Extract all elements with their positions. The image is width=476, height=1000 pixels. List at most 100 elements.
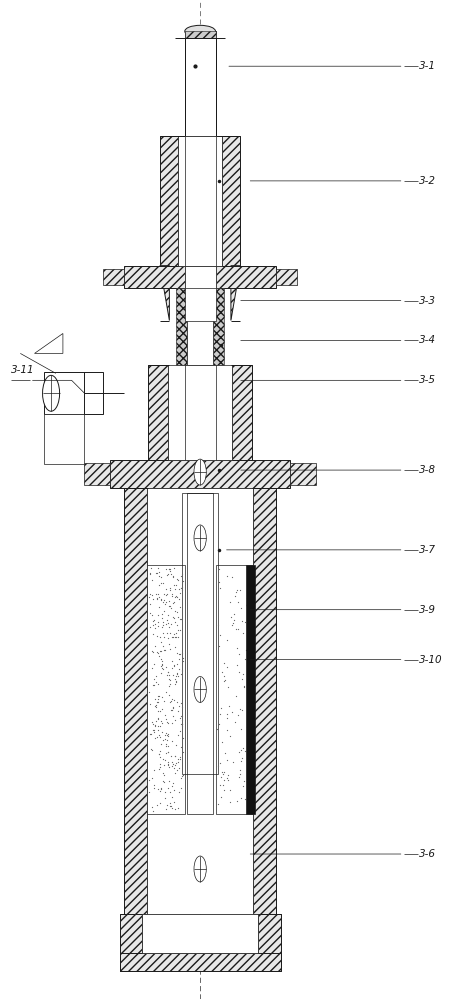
Point <box>217 755 224 771</box>
Point <box>228 704 236 720</box>
Bar <box>84 463 110 485</box>
Point <box>175 760 183 776</box>
Bar <box>44 372 103 414</box>
Point <box>233 657 240 673</box>
Point <box>178 716 186 732</box>
Point <box>172 755 179 771</box>
Point <box>228 569 236 585</box>
Point <box>168 789 176 805</box>
Point <box>149 617 157 633</box>
Point <box>236 646 243 662</box>
Point <box>242 642 249 658</box>
Point <box>246 583 254 599</box>
Point <box>179 573 187 589</box>
Point <box>230 606 238 622</box>
Point <box>153 729 161 745</box>
Point <box>157 736 164 752</box>
Point <box>168 588 176 604</box>
Point <box>223 710 230 726</box>
Point <box>175 581 182 597</box>
Point <box>178 662 186 678</box>
Bar <box>168 365 232 460</box>
Point <box>151 620 159 636</box>
Point <box>163 797 171 813</box>
Point <box>158 701 166 717</box>
Point <box>149 677 157 693</box>
Point <box>233 582 240 598</box>
Point <box>153 591 161 607</box>
Point <box>177 723 184 739</box>
Point <box>239 778 247 794</box>
Point <box>168 702 175 718</box>
Point <box>178 712 186 728</box>
Point <box>164 732 171 748</box>
Point <box>160 603 168 619</box>
Point <box>223 706 230 722</box>
Point <box>168 691 176 707</box>
Point <box>239 625 247 641</box>
Point <box>161 596 169 612</box>
Point <box>171 560 178 576</box>
Point <box>150 612 158 628</box>
Point <box>158 610 166 626</box>
Point <box>228 617 236 633</box>
Point <box>166 625 173 641</box>
Point <box>174 754 182 770</box>
Point <box>177 611 185 627</box>
Point <box>231 714 239 730</box>
Point <box>240 678 248 694</box>
Point <box>214 796 221 812</box>
Point <box>165 561 173 577</box>
Point <box>229 615 237 631</box>
Point <box>163 612 170 628</box>
Point <box>239 666 247 682</box>
Point <box>172 625 180 641</box>
Point <box>151 717 159 733</box>
Point <box>157 665 165 681</box>
Point <box>218 664 226 680</box>
Point <box>149 626 157 642</box>
Point <box>152 616 159 632</box>
Text: 3-1: 3-1 <box>419 61 436 71</box>
Bar <box>147 488 253 914</box>
Point <box>176 622 184 638</box>
Point <box>166 619 173 635</box>
Point <box>155 589 163 605</box>
Point <box>232 621 239 637</box>
Point <box>172 588 179 604</box>
Point <box>169 756 177 772</box>
Point <box>177 749 184 765</box>
Point <box>169 595 177 611</box>
Point <box>220 668 228 684</box>
Point <box>171 629 179 645</box>
Point <box>169 629 176 645</box>
Point <box>247 623 255 639</box>
Point <box>146 566 154 582</box>
Point <box>218 789 225 805</box>
Point <box>164 726 172 742</box>
Point <box>165 757 172 773</box>
Text: 3-6: 3-6 <box>419 849 436 859</box>
Point <box>175 622 182 638</box>
Point <box>166 798 173 814</box>
Point <box>179 650 187 666</box>
Bar <box>187 288 213 365</box>
Point <box>167 566 175 582</box>
Point <box>161 727 169 743</box>
Point <box>168 758 176 774</box>
Point <box>149 660 156 676</box>
Point <box>156 564 163 580</box>
Point <box>152 699 160 715</box>
Text: 3-11: 3-11 <box>11 365 34 375</box>
Point <box>164 566 172 582</box>
Point <box>159 614 167 630</box>
Point <box>164 738 172 754</box>
Point <box>150 671 158 687</box>
Point <box>178 582 186 598</box>
Bar <box>185 136 216 266</box>
Point <box>154 694 161 710</box>
Point <box>155 577 162 593</box>
Text: 3-4: 3-4 <box>419 335 436 345</box>
Point <box>169 700 177 716</box>
Point <box>154 560 161 576</box>
